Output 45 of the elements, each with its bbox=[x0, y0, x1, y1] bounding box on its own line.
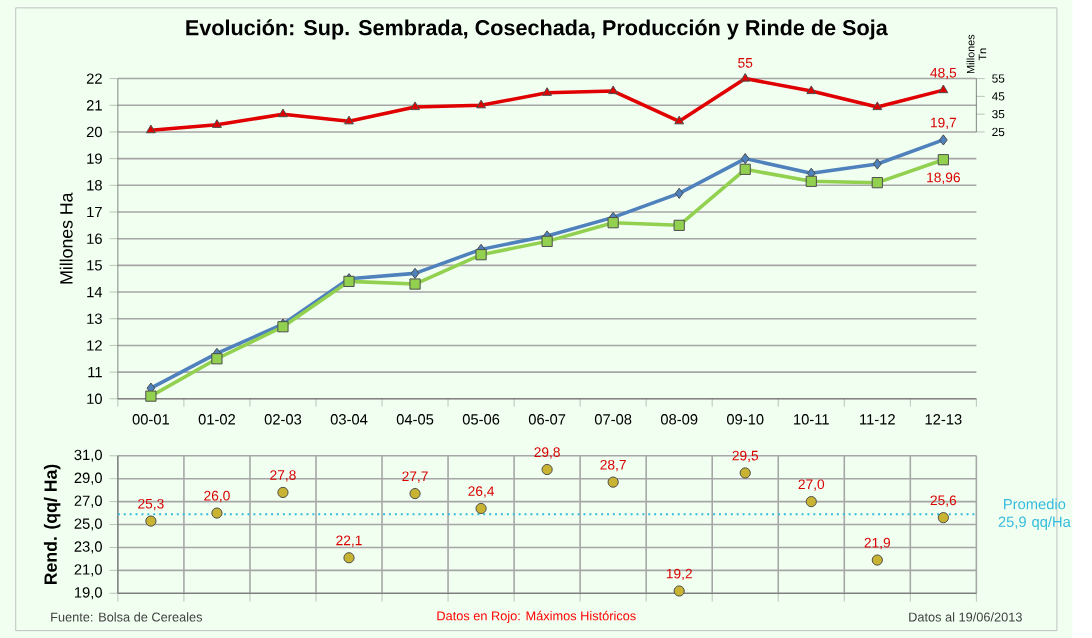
point bbox=[937, 511, 949, 524]
point bbox=[806, 85, 817, 94]
point bbox=[739, 163, 751, 175]
point bbox=[805, 495, 817, 507]
point bbox=[145, 515, 157, 527]
point bbox=[542, 87, 553, 96]
point bbox=[277, 486, 289, 498]
point bbox=[939, 134, 948, 146]
point bbox=[805, 175, 817, 187]
point bbox=[938, 84, 949, 93]
y-axis-title: Millones Ha bbox=[59, 192, 73, 284]
point bbox=[475, 248, 487, 261]
point bbox=[673, 585, 685, 597]
point bbox=[476, 99, 486, 109]
point bbox=[541, 235, 553, 247]
y-axis-title: Rend. (qq/ Ha) bbox=[43, 464, 61, 584]
point bbox=[871, 554, 883, 566]
point bbox=[211, 352, 223, 365]
point bbox=[872, 158, 882, 170]
point bbox=[344, 115, 354, 125]
point bbox=[674, 115, 685, 125]
point bbox=[145, 124, 156, 133]
point bbox=[673, 219, 685, 231]
point bbox=[739, 467, 751, 479]
point bbox=[608, 85, 619, 94]
point bbox=[409, 487, 421, 499]
point bbox=[674, 187, 684, 199]
point bbox=[740, 72, 751, 82]
point bbox=[740, 152, 750, 165]
point bbox=[211, 507, 223, 519]
point bbox=[409, 278, 421, 290]
point bbox=[410, 101, 420, 110]
point bbox=[343, 551, 355, 564]
point bbox=[475, 502, 487, 514]
point bbox=[410, 267, 420, 279]
point bbox=[541, 463, 553, 475]
point bbox=[937, 153, 949, 166]
point bbox=[871, 176, 883, 189]
point bbox=[872, 101, 883, 110]
point bbox=[607, 216, 619, 229]
point bbox=[607, 476, 619, 488]
point bbox=[212, 119, 222, 128]
point bbox=[278, 108, 288, 117]
chart-title: Evolución: Sup. Sembrada, Cosechada, Producción y Rinde de Soja bbox=[186, 19, 888, 40]
point bbox=[145, 390, 157, 402]
